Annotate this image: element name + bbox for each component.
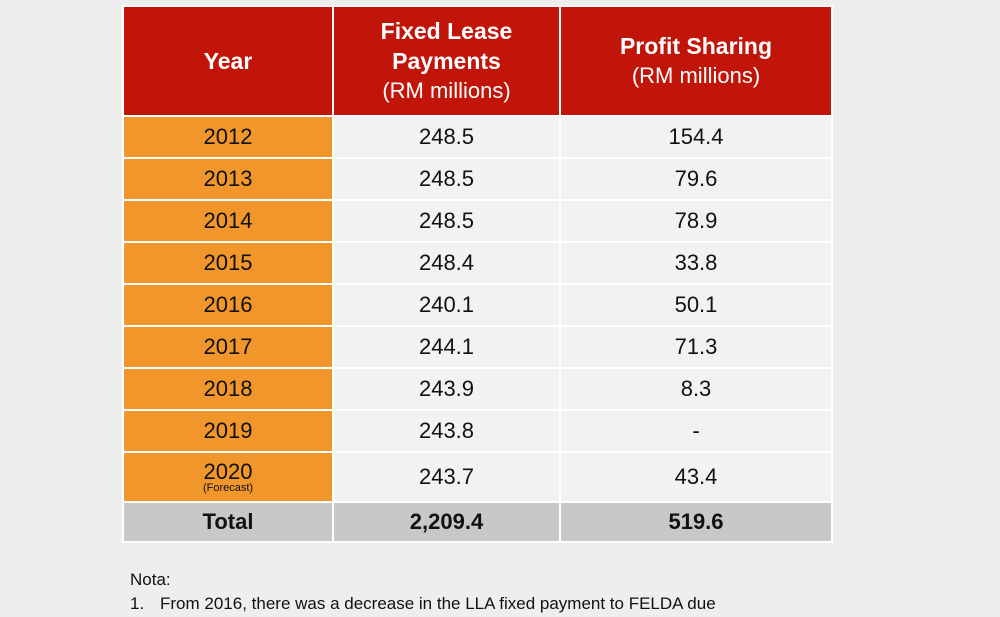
fixed-lease-cell: 248.5 [332, 157, 561, 201]
total-label: Total [122, 501, 334, 543]
lease-payments-table: Year Fixed Lease Payments (RM millions) … [122, 5, 833, 543]
profit-sharing-cell: 50.1 [559, 283, 833, 327]
year-cell: 2013 [122, 157, 334, 201]
note-number: 1. [130, 594, 145, 613]
header-profit-sharing-title: Profit Sharing [619, 33, 773, 59]
year-cell: 2019 [122, 409, 334, 453]
fixed-lease-cell: 248.5 [332, 115, 561, 159]
header-fixed-lease-title: Fixed Lease Payments [380, 18, 513, 74]
table-row: 2013 248.5 79.6 [122, 157, 833, 201]
profit-sharing-cell: 43.4 [559, 451, 833, 503]
header-fixed-lease-unit: (RM millions) [382, 78, 511, 103]
table-row: 2020 (Forecast) 243.7 43.4 [122, 451, 833, 503]
profit-sharing-cell: 79.6 [559, 157, 833, 201]
notes-title: Nota: [130, 570, 171, 589]
header-profit-sharing-unit: (RM millions) [631, 63, 761, 88]
profit-sharing-cell: 154.4 [559, 115, 833, 159]
table-row: 2016 240.1 50.1 [122, 283, 833, 327]
year-cell: 2015 [122, 241, 334, 285]
header-year: Year [122, 5, 334, 117]
year-cell: 2018 [122, 367, 334, 411]
notes-section: Nota: 1. From 2016, there was a decrease … [128, 568, 716, 616]
total-profit-sharing: 519.6 [559, 501, 833, 543]
fixed-lease-cell: 244.1 [332, 325, 561, 369]
fixed-lease-cell: 248.5 [332, 199, 561, 243]
table-row: 2014 248.5 78.9 [122, 199, 833, 243]
table-row: 2018 243.9 8.3 [122, 367, 833, 411]
profit-sharing-cell: 71.3 [559, 325, 833, 369]
profit-sharing-cell: 78.9 [559, 199, 833, 243]
year-cell: 2017 [122, 325, 334, 369]
profit-sharing-cell: - [559, 409, 833, 453]
year-cell: 2020 (Forecast) [122, 451, 334, 503]
note-item: 1. From 2016, there was a decrease in the… [128, 592, 716, 616]
profit-sharing-cell: 33.8 [559, 241, 833, 285]
fixed-lease-cell: 248.4 [332, 241, 561, 285]
fixed-lease-cell: 243.7 [332, 451, 561, 503]
total-row: Total 2,209.4 519.6 [122, 501, 833, 543]
forecast-note: (Forecast) [202, 482, 254, 494]
total-fixed-lease: 2,209.4 [332, 501, 561, 543]
fixed-lease-cell: 243.8 [332, 409, 561, 453]
note-text: From 2016, there was a decrease in the L… [160, 594, 716, 613]
header-profit-sharing: Profit Sharing (RM millions) [559, 5, 833, 117]
table-header-row: Year Fixed Lease Payments (RM millions) … [122, 5, 833, 117]
fixed-lease-cell: 243.9 [332, 367, 561, 411]
profit-sharing-cell: 8.3 [559, 367, 833, 411]
year-cell: 2014 [122, 199, 334, 243]
header-fixed-lease: Fixed Lease Payments (RM millions) [332, 5, 561, 117]
year-label: 2020 [203, 459, 253, 484]
table-row: 2015 248.4 33.8 [122, 241, 833, 285]
table-row: 2019 243.8 - [122, 409, 833, 453]
table-row: 2012 248.5 154.4 [122, 115, 833, 159]
fixed-lease-cell: 240.1 [332, 283, 561, 327]
year-cell: 2016 [122, 283, 334, 327]
year-cell: 2012 [122, 115, 334, 159]
table-row: 2017 244.1 71.3 [122, 325, 833, 369]
